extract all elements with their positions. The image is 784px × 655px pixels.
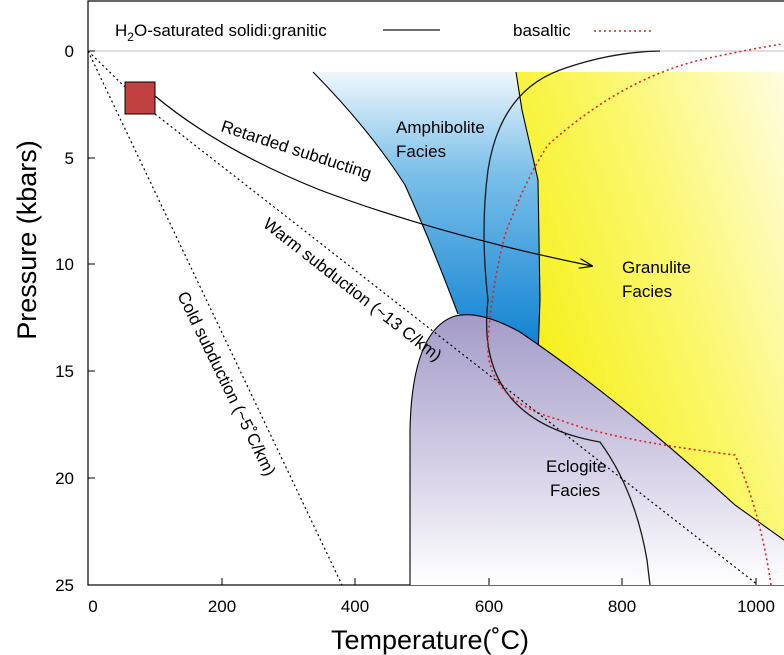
x-tick-label: 1000 (737, 597, 775, 616)
eclogite-facies-boundary (409, 314, 784, 585)
x-tick-label: 0 (88, 597, 97, 616)
granulite-facies-region (516, 72, 784, 540)
cold-subduction-label: Cold subduction (~5˚C/km) (173, 288, 279, 478)
legend-granitic-label: H2O-saturated solidi:granitic (115, 21, 327, 44)
y-axis-ticks (88, 50, 95, 586)
x-axis-title: Temperature(˚C) (331, 625, 529, 655)
amphibolite-facies-region (313, 72, 540, 356)
basaltic-solidus-line (487, 43, 783, 586)
amphibolite-facies-boundary (312, 71, 459, 315)
cold-subduction-path (87, 50, 343, 586)
x-axis-ticks (87, 578, 757, 585)
x-tick-label: 600 (475, 597, 503, 616)
retarded-subducting-path (154, 95, 592, 266)
y-tick-label: 10 (55, 255, 74, 274)
x-tick-label: 800 (608, 597, 636, 616)
amphibolite-label-line1: Amphibolite (396, 118, 485, 137)
x-tick-label: 200 (208, 597, 236, 616)
y-tick-label: 5 (65, 149, 74, 168)
amphibolite-label-line2: Facies (396, 142, 446, 161)
legend-basaltic-label: basaltic (513, 21, 571, 40)
cold-subduction-upper-path (87, 50, 127, 89)
y-axis-title: Pressure (kbars) (12, 140, 42, 340)
y-tick-label: 0 (65, 42, 74, 61)
starting-point-marker (124, 81, 156, 115)
granulite-label-line1: Granulite (622, 258, 691, 277)
warm-subduction-label: Warm subduction (~13 C/km) (260, 214, 446, 365)
eclogite-label-line2: Facies (550, 481, 600, 500)
granulite-label-line2: Facies (622, 282, 672, 301)
eclogite-facies-region (410, 314, 784, 585)
x-tick-label: 400 (341, 597, 369, 616)
retarded-subducting-label: Retarded subducting (219, 117, 374, 184)
granitic-solidus-line (483, 50, 661, 586)
y-tick-label: 15 (55, 362, 74, 381)
eclogite-label-line1: Eclogite (546, 457, 606, 476)
y-tick-label: 25 (55, 576, 74, 595)
y-tick-label: 20 (55, 469, 74, 488)
granulite-amphibolite-boundary (515, 71, 541, 357)
